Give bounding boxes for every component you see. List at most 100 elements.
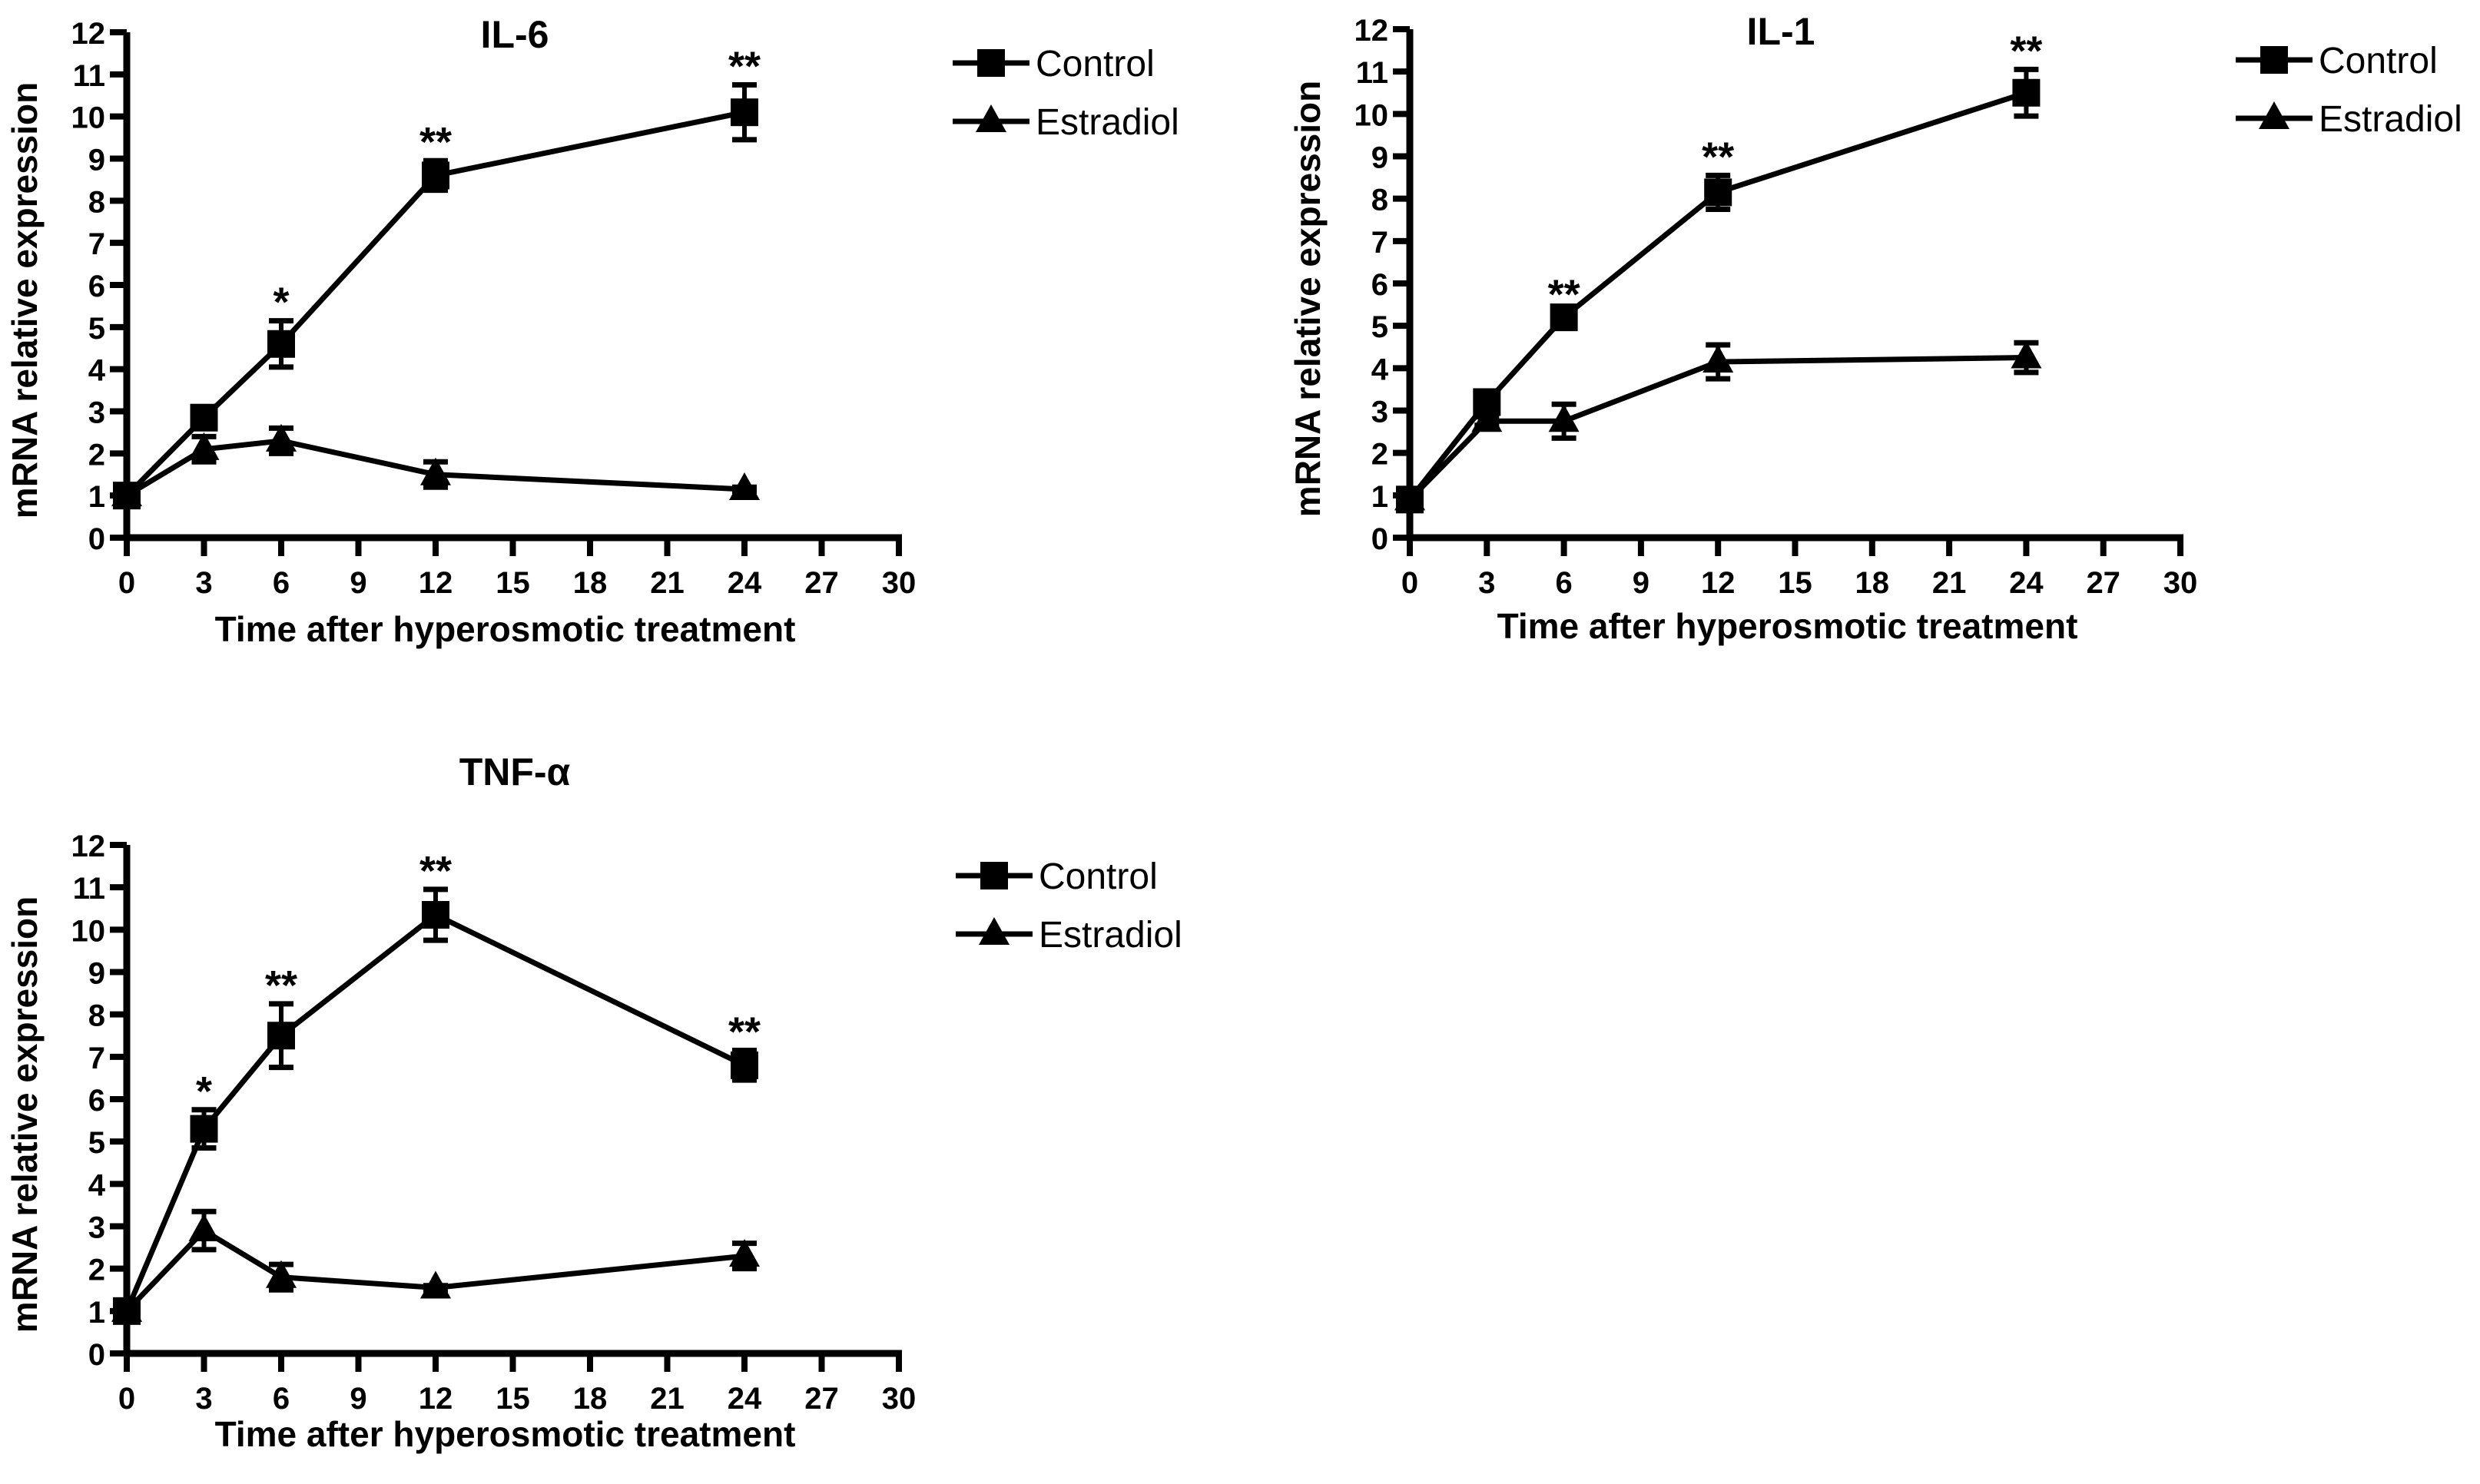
legend-label: Control (1039, 856, 1158, 897)
y-tick-label: 1 (1371, 480, 1388, 514)
legend-label: Estradiol (1036, 102, 1179, 143)
y-tick-label: 11 (73, 872, 105, 906)
y-axis-title: mRNA relative expression (1288, 81, 1328, 517)
significance-marker: ** (265, 962, 297, 1009)
data-point-square (731, 98, 758, 127)
x-tick-label: 30 (882, 1382, 917, 1416)
data-point-square (267, 1022, 295, 1050)
legend-marker-square (2260, 46, 2288, 74)
x-tick-label: 3 (1478, 566, 1495, 600)
series-estradiol (111, 423, 760, 507)
x-tick-label: 6 (273, 566, 290, 600)
significance-marker: * (196, 1068, 212, 1115)
y-tick-label: 12 (71, 17, 106, 51)
legend-item-estradiol: Estradiol (956, 915, 1182, 956)
x-tick-label: 9 (1633, 566, 1649, 600)
y-tick-label: 7 (88, 227, 105, 261)
legend-marker-square (980, 862, 1008, 889)
data-point-square (422, 161, 449, 190)
x-tick-label: 6 (273, 1382, 290, 1416)
x-tick-label: 3 (195, 1382, 212, 1416)
series-line (124, 1227, 745, 1313)
data-point-triangle (1548, 404, 1580, 432)
x-axis-title: Time after hyperosmotic treatment (215, 609, 796, 649)
y-tick-label: 5 (88, 1126, 105, 1160)
legend-item-control: Control (956, 856, 1158, 897)
significance-marker: ** (419, 119, 452, 165)
x-tick-label: 24 (728, 566, 762, 600)
y-tick-label: 4 (88, 354, 106, 388)
y-tick-label: 2 (1371, 438, 1388, 472)
data-point-square (1704, 178, 1732, 207)
significance-marker: ** (728, 44, 761, 90)
x-tick-label: 9 (350, 566, 366, 600)
y-axis-title: mRNA relative expression (5, 82, 45, 518)
x-tick-label: 18 (1855, 566, 1890, 600)
significance-marker: ** (1548, 272, 1580, 318)
data-point-triangle (111, 1294, 142, 1322)
significance-marker: ** (1702, 134, 1734, 180)
x-tick-label: 27 (2086, 566, 2120, 600)
y-tick-label: 0 (88, 522, 105, 556)
x-axis-title: Time after hyperosmotic treatment (215, 1414, 796, 1454)
y-tick-label: 8 (88, 999, 105, 1033)
x-tick-label: 3 (195, 566, 212, 600)
legend-item-control: Control (2236, 41, 2438, 81)
y-tick-label: 1 (88, 1296, 105, 1330)
data-point-square (731, 1051, 758, 1079)
x-tick-label: 12 (1701, 566, 1736, 600)
data-point-triangle (188, 432, 220, 460)
x-tick-label: 27 (804, 566, 839, 600)
x-tick-label: 18 (573, 1382, 608, 1416)
x-tick-label: 18 (573, 566, 608, 600)
data-point-square (190, 403, 218, 432)
y-tick-label: 2 (88, 438, 105, 472)
x-axis-title: Time after hyperosmotic treatment (1497, 606, 2078, 646)
x-tick-label: 12 (419, 566, 453, 600)
data-point-triangle (111, 479, 142, 507)
series-estradiol (1394, 340, 2042, 511)
y-tick-label: 9 (88, 144, 105, 177)
data-point-triangle (1471, 404, 1503, 432)
significance-marker: ** (419, 848, 452, 894)
data-point-square (2012, 78, 2041, 107)
x-tick-label: 12 (419, 1382, 453, 1416)
x-tick-label: 0 (118, 566, 135, 600)
series-estradiol (111, 1208, 760, 1322)
significance-marker: * (273, 280, 289, 326)
y-tick-label: 6 (1371, 268, 1388, 302)
y-tick-label: 0 (1371, 522, 1388, 556)
data-point-square (190, 1115, 218, 1143)
data-point-triangle (420, 1270, 451, 1299)
y-tick-label: 4 (1371, 353, 1389, 386)
y-tick-label: 5 (88, 312, 105, 346)
legend-marker-triangle (2259, 101, 2289, 129)
data-point-square (422, 901, 449, 929)
x-tick-label: 24 (728, 1382, 762, 1416)
series-control: ***** (113, 44, 761, 510)
y-tick-label: 2 (88, 1254, 105, 1287)
data-point-triangle (1703, 345, 1734, 373)
series-control: ** ** ** (1396, 28, 2042, 514)
y-tick-label: 3 (88, 1211, 105, 1245)
x-tick-label: 0 (1401, 566, 1418, 600)
data-point-triangle (1394, 482, 1425, 511)
y-tick-label: 9 (1371, 141, 1388, 175)
significance-marker: ** (2010, 28, 2042, 74)
legend-label: Estradiol (2319, 99, 2462, 140)
legend-item-control: Control (953, 44, 1155, 84)
x-tick-label: 15 (496, 566, 530, 600)
x-tick-label: 15 (1778, 566, 1812, 600)
y-tick-label: 7 (1371, 226, 1388, 260)
y-tick-label: 10 (1354, 98, 1389, 132)
legend-label: Control (1036, 44, 1155, 84)
y-tick-label: 4 (88, 1168, 106, 1202)
legend-marker-triangle (979, 917, 1010, 945)
chart-title: TNF-α (459, 750, 571, 793)
data-point-square (267, 330, 295, 358)
legend-label: Control (2319, 41, 2438, 81)
legend-item-estradiol: Estradiol (953, 102, 1179, 143)
